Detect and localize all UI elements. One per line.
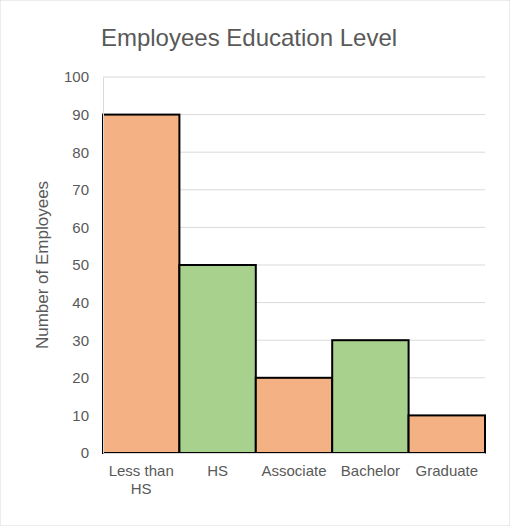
y-tick: 40 [72, 294, 103, 311]
x-tick: HS [207, 453, 228, 479]
bar [103, 115, 179, 453]
y-tick-label: 20 [72, 369, 89, 386]
chart: 0 10 20 30 40 50 60 70 80 90 100 Less thanHS HS Assoc… [0, 0, 510, 526]
x-tick: Graduate [416, 453, 479, 479]
bars [103, 115, 485, 453]
y-tick-label: 30 [72, 332, 89, 349]
y-tick: 20 [72, 369, 103, 386]
grid [103, 77, 485, 453]
x-tick: Associate [261, 453, 326, 479]
y-axis-title: Number of Employees [33, 181, 52, 349]
bar [332, 340, 408, 453]
y-tick: 50 [72, 256, 103, 273]
y-tick-label: 80 [72, 144, 89, 161]
x-tick: Less thanHS [109, 453, 174, 497]
y-tick: 30 [72, 332, 103, 349]
y-tick-label: 50 [72, 256, 89, 273]
x-tick-label: Graduate [416, 462, 479, 479]
x-tick-label: Bachelor [341, 462, 400, 479]
y-tick-label: 60 [72, 219, 89, 236]
y-tick: 70 [72, 181, 103, 198]
y-tick: 90 [72, 106, 103, 123]
background [0, 0, 510, 526]
y-tick-label: 70 [72, 181, 89, 198]
x-tick-label: Less thanHS [109, 462, 174, 497]
x-tick-label: HS [207, 462, 228, 479]
x-tick-label: Associate [261, 462, 326, 479]
bar [179, 265, 255, 453]
y-tick-label: 100 [64, 68, 89, 85]
grid-line [103, 77, 485, 78]
title: Employees Education Level [101, 24, 397, 51]
y-tick: 10 [72, 407, 103, 424]
y-tick-label: 40 [72, 294, 89, 311]
y-axis: 0 10 20 30 40 50 60 70 80 90 100 [64, 68, 104, 461]
x-axis: Less thanHS HS Associate Bachelor Graduate [104, 453, 486, 497]
x-tick: Bachelor [341, 453, 400, 479]
bar [409, 415, 485, 453]
y-axis-line [103, 78, 104, 454]
y-tick-label: 90 [72, 106, 89, 123]
y-tick-label: 10 [72, 407, 89, 424]
y-tick: 100 [64, 68, 103, 85]
x-axis-line [104, 453, 486, 454]
y-tick: 0 [81, 444, 103, 461]
bar [256, 378, 332, 453]
y-tick-label: 0 [81, 444, 89, 461]
y-tick: 80 [72, 144, 103, 161]
y-tick: 60 [72, 219, 103, 236]
